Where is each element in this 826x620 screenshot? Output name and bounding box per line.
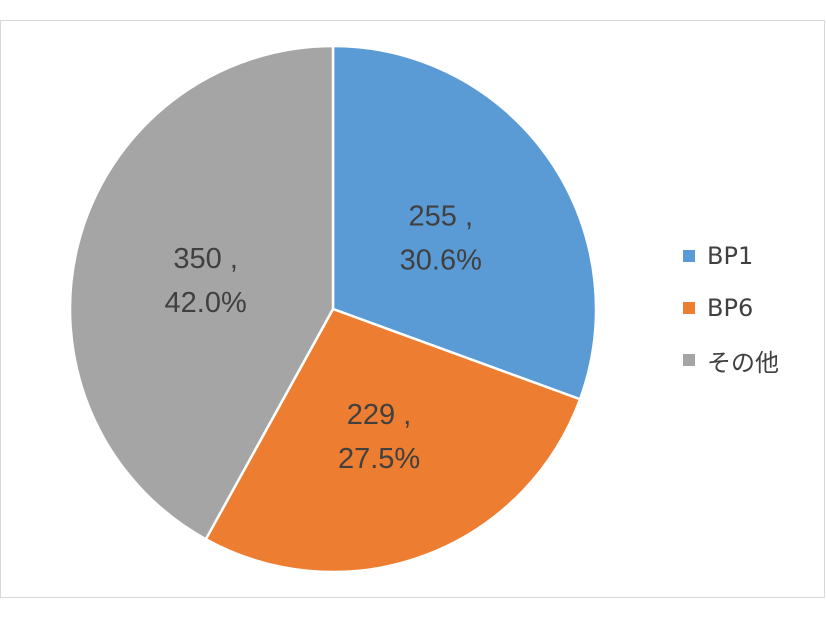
pie-slice-2 xyxy=(204,307,582,574)
legend-item-3: その他 xyxy=(683,344,779,377)
data-label-value: 350 , xyxy=(173,243,238,275)
legend-label: その他 xyxy=(707,348,779,377)
data-label-2: 229 , 27.5% xyxy=(338,399,420,475)
pie-slice-3 xyxy=(68,44,335,541)
legend-item-1: BP1 xyxy=(683,240,779,272)
legend-swatch xyxy=(683,302,695,314)
data-label-value: 255 , xyxy=(409,201,474,233)
data-label-1: 255 , 30.6% xyxy=(400,201,482,277)
data-label-percent: 27.5% xyxy=(338,443,420,475)
data-label-percent: 30.6% xyxy=(400,245,482,277)
legend: BP1 BP6 その他 xyxy=(683,240,779,377)
data-label-value: 229 , xyxy=(347,399,412,431)
legend-swatch xyxy=(683,250,695,262)
legend-swatch xyxy=(683,354,695,366)
legend-item-2: BP6 xyxy=(683,292,779,324)
data-label-percent: 42.0% xyxy=(165,287,247,319)
legend-label: BP1 xyxy=(707,242,754,270)
legend-label: BP6 xyxy=(707,294,754,322)
data-label-3: 350 , 42.0% xyxy=(165,243,247,319)
pie-slice-1 xyxy=(331,44,598,401)
